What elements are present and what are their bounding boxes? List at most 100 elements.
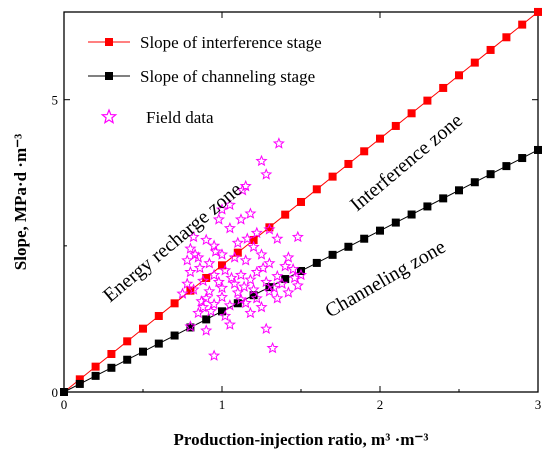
field-data-points [176,137,308,361]
field-data-point [294,268,308,281]
field-data-point [223,198,236,211]
field-data-point [247,283,260,295]
field-data-point [288,271,301,284]
series-point-1 [486,170,495,179]
series-point-0 [170,299,179,308]
series-point-0 [249,235,258,244]
field-data-point [291,230,304,243]
series-point-1 [91,371,100,380]
series-point-1 [123,355,132,364]
series-point-0 [281,210,290,219]
series-point-0 [265,223,274,232]
field-data-point [263,223,276,235]
field-data-point [187,230,200,243]
series-point-0 [297,197,305,206]
series-point-0 [376,134,384,143]
field-data-point [231,236,244,249]
field-data-point [181,254,194,266]
series-point-1 [60,388,68,396]
series-point-0 [455,71,463,80]
field-data-point [260,168,273,180]
series-point-1 [75,379,84,388]
series-point-0 [75,375,84,384]
field-data-point [244,306,257,319]
series-point-0 [518,20,527,29]
series-point-1 [186,323,195,332]
series-point-0 [186,286,195,295]
series-point-1 [376,226,384,235]
field-data-point [234,268,247,281]
series-point-0 [439,83,448,92]
x-tick-label: 0 [61,397,68,412]
legend: Slope of interference stage Slope of cha… [88,33,322,127]
field-data-point [276,277,289,290]
series-point-0 [344,159,353,168]
field-data-point [256,261,270,274]
series-point-1 [170,331,179,340]
field-data-point [223,318,237,330]
field-data-point [239,296,252,309]
field-data-point [225,271,238,284]
zone-label-channeling: Channeling zone [322,236,450,323]
field-data-point [204,304,217,317]
field-data-point [215,290,229,303]
field-data-point [255,248,268,260]
series-point-1 [423,202,432,211]
series-point-1 [344,242,353,251]
field-data-point [207,239,221,252]
series-point-1 [455,186,463,195]
series-point-0 [423,96,432,105]
field-data-point [260,322,273,334]
series-point-1 [518,154,527,163]
field-data-point [215,203,229,215]
field-data-point [203,257,216,269]
field-data-point [255,154,268,167]
series-point-0 [202,273,211,282]
series-point-1 [154,339,163,348]
series-point-1 [502,162,511,171]
field-data-point [250,292,263,304]
field-data-point [279,259,292,272]
field-data-point [187,283,200,295]
series-point-1 [439,194,448,203]
series-point-0 [107,349,116,358]
legend-field-data-label: Field data [146,108,214,127]
field-data-point [263,285,276,297]
field-data-point [200,292,213,304]
field-data-point [247,240,260,253]
field-data-point [193,261,206,274]
series-point-1 [107,363,116,372]
field-data-point [200,233,213,246]
series-point-1 [407,210,416,219]
series-point-0 [470,58,479,67]
series-point-1 [534,145,542,154]
field-data-point [212,275,225,288]
field-data-point [271,269,284,282]
field-data-point [197,274,210,287]
series-point-0 [391,121,400,130]
legend-field-data-marker [100,108,118,125]
field-data-point [244,273,257,285]
field-data-point [223,221,236,234]
series-point-1 [360,234,369,243]
field-data-point [203,285,216,297]
series-point-1 [218,307,226,316]
x-tick-label: 3 [535,397,542,412]
series-point-0 [139,324,147,333]
zone-label-interference: Interference zone [346,109,467,215]
series-point-0 [233,248,242,257]
field-data-point [234,213,247,225]
series-point-0 [312,185,321,194]
field-data-point [176,287,189,299]
field-data-point [291,279,304,291]
field-data-point [223,299,236,311]
series-point-1 [281,275,290,284]
series-point-0 [328,172,337,181]
field-data-point [219,309,232,322]
x-tick-label: 2 [377,397,384,412]
field-data-point [208,268,221,281]
field-data-point [192,306,205,319]
series-point-1 [139,347,147,356]
y-tick-label: 0 [52,385,59,400]
field-data-point [250,226,263,239]
